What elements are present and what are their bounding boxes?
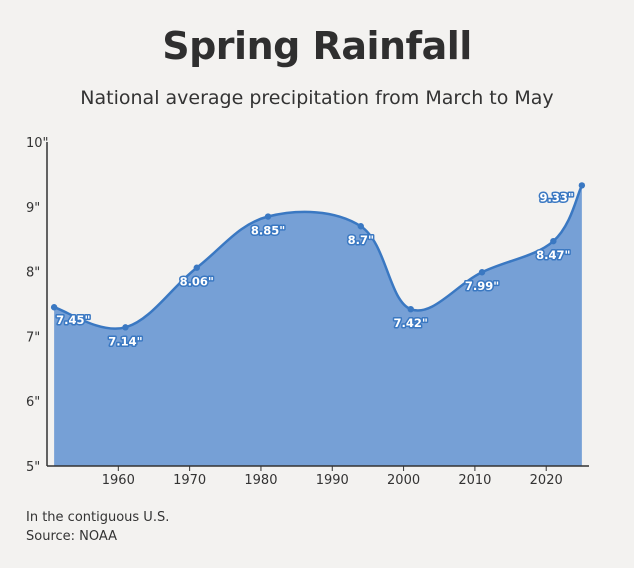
data-label: 8.85"	[251, 224, 285, 238]
chart-subtitle: National average precipitation from Marc…	[80, 87, 554, 109]
x-tick-label: 2010	[458, 473, 491, 488]
x-tick-label: 1980	[244, 473, 277, 488]
chart-title: Spring Rainfall	[162, 24, 472, 68]
footnote-scope: In the contiguous U.S.	[26, 510, 170, 525]
data-label: 8.06"	[180, 275, 214, 289]
y-tick-label: 8"	[26, 266, 40, 281]
data-label: 8.47"	[536, 248, 570, 262]
x-tick-label: 2020	[530, 473, 563, 488]
footnote-source: Source: NOAA	[26, 529, 118, 544]
data-point	[407, 305, 414, 313]
data-point	[264, 213, 272, 220]
x-tick-label: 1970	[173, 473, 206, 488]
data-point	[478, 269, 486, 276]
y-tick-label: 9"	[26, 201, 40, 216]
data-label: 7.42"	[394, 316, 428, 330]
data-label: 7.45"	[56, 313, 90, 327]
y-tick-label: 7"	[26, 330, 40, 345]
y-tick-label: 5"	[26, 460, 40, 475]
data-label: 7.99"	[465, 279, 499, 293]
x-tick-label: 2000	[387, 473, 420, 488]
y-tick-label: 6"	[26, 395, 40, 410]
data-point	[578, 182, 586, 189]
area-fill	[54, 185, 582, 466]
data-label: 9.33"	[539, 190, 573, 204]
x-tick-label: 1990	[316, 473, 349, 488]
data-point	[193, 264, 200, 271]
data-point	[357, 223, 364, 230]
data-point	[122, 324, 129, 331]
data-point	[550, 237, 557, 245]
x-tick-label: 1960	[102, 473, 135, 488]
y-tick-label: 10"	[26, 136, 49, 151]
data-point	[50, 304, 58, 311]
data-label: 8.7"	[348, 233, 374, 247]
data-label: 7.14"	[108, 334, 142, 348]
